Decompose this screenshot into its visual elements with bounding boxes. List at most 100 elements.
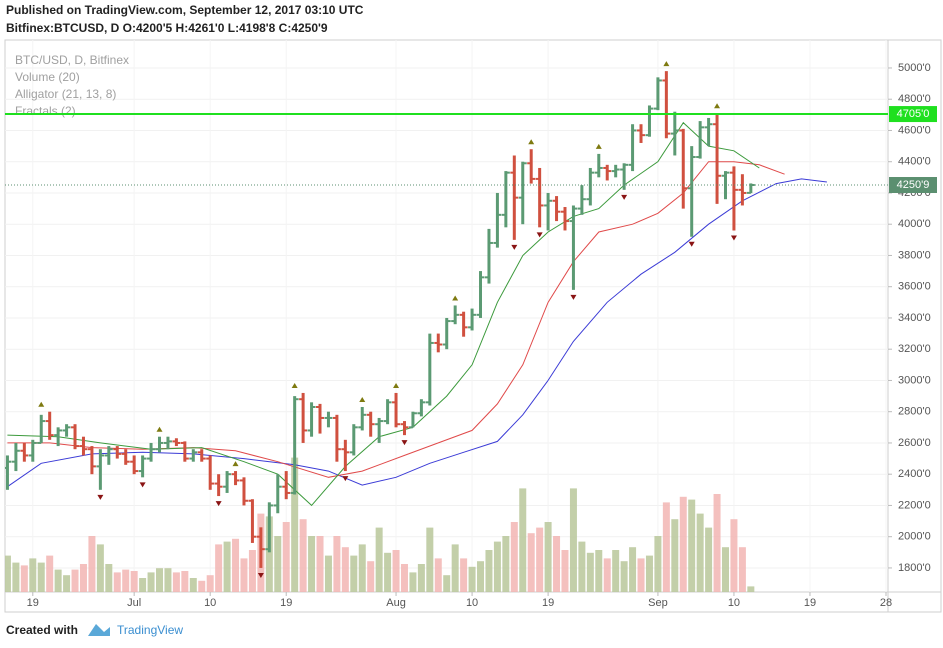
volume-bar (156, 568, 164, 592)
volume-bar (350, 555, 358, 592)
volume-bar (629, 547, 637, 592)
price-label: 4250'9 (897, 179, 930, 191)
volume-bar (747, 586, 755, 592)
fractal-marker (291, 382, 298, 388)
fractal-marker (139, 482, 146, 488)
volume-bar (612, 550, 620, 592)
volume-bar (367, 561, 375, 592)
fractal-marker (342, 476, 349, 482)
fractal-marker (730, 235, 737, 241)
volume-bar (553, 536, 561, 592)
y-tick-label: 2000'0 (898, 531, 931, 543)
fractal-marker (156, 426, 163, 432)
volume-bar (282, 522, 290, 592)
volume-bar (46, 555, 54, 592)
volume-bar (122, 569, 130, 592)
fractal-marker (621, 194, 628, 200)
volume-bar (400, 564, 408, 592)
volume-bar (96, 544, 104, 592)
volume-bar (215, 544, 223, 592)
x-tick-label: Aug (386, 597, 406, 609)
x-tick-label: 28 (880, 597, 892, 609)
volume-bar (527, 533, 535, 592)
fractal-marker (528, 139, 535, 145)
volume-bar (485, 550, 493, 592)
volume-bar (20, 565, 28, 592)
alligator-line (7, 121, 760, 507)
x-tick-label: Sep (648, 597, 668, 609)
volume-bar (519, 488, 527, 592)
volume-bar (705, 527, 713, 592)
price-label: 4705'0 (897, 108, 930, 120)
fractal-marker (570, 294, 577, 300)
volume-bar (358, 544, 366, 592)
volume-bar (730, 519, 738, 592)
volume-bar (324, 555, 332, 592)
volume-bar (468, 566, 476, 592)
x-tick-label: 19 (804, 597, 816, 609)
volume-bar (510, 522, 518, 592)
volume-bar (409, 572, 417, 592)
volume-bar (443, 575, 451, 592)
brand-logo (88, 624, 110, 636)
volume-bar (434, 558, 442, 592)
x-tick-label: 19 (27, 597, 39, 609)
volume-bar (426, 527, 434, 592)
volume-bar (662, 502, 670, 592)
y-tick-label: 4000'0 (898, 218, 931, 230)
fractal-marker (595, 143, 602, 149)
legend-entry: BTC/USD, D, Bitfinex (15, 53, 129, 67)
y-tick-label: 3400'0 (898, 312, 931, 324)
volume-bar (688, 499, 696, 592)
volume-bar (316, 536, 324, 592)
chart-title: Published on TradingView.com, September … (6, 3, 364, 17)
volume-bar (113, 572, 121, 592)
x-tick-label: 19 (280, 597, 292, 609)
volume-bar (603, 558, 611, 592)
volume-bar (713, 494, 721, 592)
volume-bar (637, 558, 645, 592)
volume-bar (63, 575, 71, 592)
x-tick-label: 10 (728, 597, 740, 609)
volume-bar (502, 536, 510, 592)
volume-bar (333, 536, 341, 592)
fractal-marker (536, 232, 543, 238)
y-tick-label: 2200'0 (898, 499, 931, 511)
volume-bar (130, 571, 138, 592)
price-label-box (889, 106, 937, 123)
y-tick-label: 2800'0 (898, 406, 931, 418)
volume-bar (738, 547, 746, 592)
y-tick-label: 3600'0 (898, 281, 931, 293)
y-tick-label: 5000'0 (898, 62, 931, 74)
volume-bar (147, 572, 155, 592)
volume-bar (37, 562, 45, 592)
volume-bar (12, 562, 20, 592)
legend-entry: Volume (20) (15, 70, 80, 84)
fractal-marker (97, 494, 104, 500)
volume-bar (595, 550, 603, 592)
x-tick-label: 19 (542, 597, 554, 609)
footer-text: Created with (6, 623, 78, 637)
volume-bar (5, 555, 11, 592)
volume-bar (232, 538, 240, 592)
volume-bar (477, 561, 485, 592)
volume-bar (721, 547, 729, 592)
fractal-marker (452, 295, 459, 301)
volume-bar (139, 578, 147, 592)
volume-bar (54, 569, 62, 592)
footer-brand[interactable]: TradingView (117, 623, 183, 637)
volume-bar (544, 522, 552, 592)
volume-bar (460, 558, 468, 592)
volume-bar (536, 527, 544, 592)
volume-bar (569, 488, 577, 592)
volume-bar (189, 578, 197, 592)
x-tick-label: 10 (204, 597, 216, 609)
fractal-marker (257, 572, 264, 578)
x-tick-label: Jul (127, 597, 141, 609)
volume-bar (223, 541, 231, 592)
volume-bar (384, 552, 392, 592)
volume-bar (375, 527, 383, 592)
fractal-marker (401, 440, 408, 446)
volume-bar (88, 536, 96, 592)
